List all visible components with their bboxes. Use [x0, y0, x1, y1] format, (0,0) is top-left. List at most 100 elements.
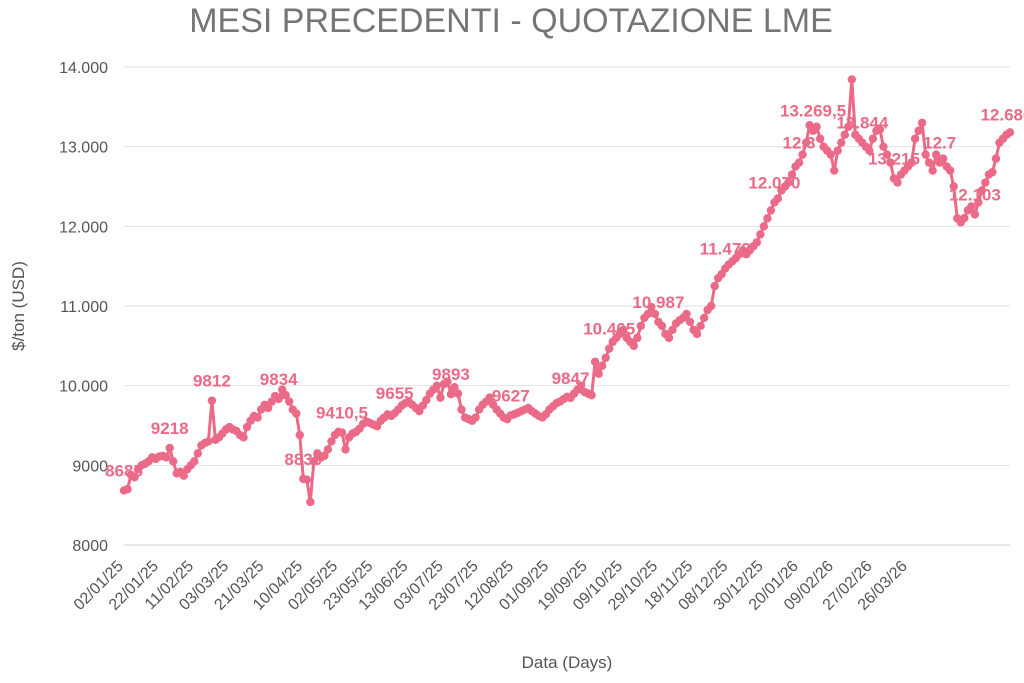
data-point[interactable] [787, 170, 797, 179]
data-point[interactable] [692, 329, 702, 339]
data-point[interactable] [847, 75, 856, 84]
data-point[interactable] [457, 405, 466, 414]
data-point[interactable] [323, 445, 333, 454]
data-point[interactable] [337, 428, 347, 437]
data-point[interactable] [826, 150, 835, 159]
data-point[interactable] [668, 325, 677, 335]
data-point[interactable] [696, 321, 705, 331]
data-point[interactable] [123, 485, 132, 494]
data-point[interactable] [939, 154, 948, 163]
data-point[interactable] [263, 403, 273, 413]
data-point[interactable] [756, 230, 765, 239]
data-point[interactable] [706, 301, 716, 311]
data-point[interactable] [601, 353, 610, 362]
data-point[interactable] [292, 409, 301, 418]
data-point[interactable] [179, 471, 188, 480]
data-point[interactable] [893, 178, 902, 187]
data-point[interactable] [766, 206, 776, 215]
data-point[interactable] [453, 389, 463, 398]
data-point[interactable] [812, 122, 821, 131]
data-point[interactable] [320, 451, 329, 460]
data-point[interactable] [576, 381, 586, 390]
data-point[interactable] [798, 150, 807, 159]
data-point[interactable] [604, 344, 614, 353]
data-point[interactable] [837, 138, 846, 147]
data-point[interactable] [647, 302, 656, 312]
data-point[interactable] [432, 381, 442, 390]
data-point[interactable] [773, 194, 783, 203]
data-point[interactable] [865, 146, 874, 155]
data-point[interactable] [844, 122, 853, 131]
data-point[interactable] [242, 422, 252, 432]
data-point[interactable] [274, 394, 283, 404]
data-point[interactable] [910, 134, 920, 143]
data-point[interactable] [830, 166, 839, 175]
data-point[interactable] [931, 150, 941, 159]
data-point[interactable] [991, 154, 1001, 163]
data-point[interactable] [285, 397, 294, 406]
data-point[interactable] [130, 473, 139, 482]
data-point[interactable] [921, 150, 930, 159]
data-point[interactable] [981, 178, 990, 187]
data-point[interactable] [699, 313, 709, 323]
data-point[interactable] [161, 453, 171, 462]
data-point[interactable] [1005, 128, 1015, 137]
data-point[interactable] [907, 158, 916, 167]
data-point[interactable] [868, 134, 878, 143]
data-point[interactable] [422, 395, 431, 405]
data-point[interactable] [594, 369, 603, 378]
data-point[interactable] [650, 309, 660, 319]
data-point[interactable] [207, 396, 217, 405]
data-point[interactable] [190, 457, 199, 466]
data-point[interactable] [443, 377, 452, 386]
data-point[interactable] [977, 186, 987, 195]
data-point[interactable] [446, 389, 456, 399]
data-point[interactable] [840, 130, 849, 139]
data-point[interactable] [974, 198, 983, 207]
data-point[interactable] [879, 142, 888, 151]
data-point[interactable] [784, 178, 793, 187]
data-point[interactable] [169, 457, 178, 466]
data-point[interactable] [882, 150, 892, 159]
data-point[interactable] [643, 309, 653, 319]
data-point[interactable] [886, 158, 895, 167]
data-point[interactable] [253, 413, 262, 422]
data-point[interactable] [970, 210, 980, 219]
data-point[interactable] [928, 166, 937, 175]
data-point[interactable] [193, 449, 203, 458]
data-point[interactable] [587, 391, 596, 400]
data-point[interactable] [914, 126, 923, 135]
data-point[interactable] [450, 383, 459, 392]
data-point[interactable] [281, 391, 290, 400]
data-point[interactable] [924, 158, 934, 167]
data-point[interactable] [302, 475, 312, 484]
data-point[interactable] [471, 413, 480, 422]
data-point[interactable] [341, 445, 350, 454]
data-point[interactable] [295, 430, 304, 440]
data-point[interactable] [309, 457, 319, 466]
data-point[interactable] [597, 361, 607, 370]
data-point[interactable] [629, 341, 638, 351]
data-point[interactable] [239, 433, 248, 442]
data-point[interactable] [967, 202, 976, 211]
data-point[interactable] [917, 118, 927, 127]
data-point[interactable] [949, 182, 958, 191]
data-point[interactable] [204, 437, 213, 446]
data-point[interactable] [988, 167, 997, 177]
data-point[interactable] [960, 213, 969, 223]
data-point[interactable] [657, 321, 667, 331]
data-point[interactable] [327, 437, 336, 446]
data-point[interactable] [763, 214, 772, 223]
data-point[interactable] [485, 393, 494, 402]
data-point[interactable] [752, 238, 762, 247]
data-point[interactable] [759, 222, 769, 231]
data-point[interactable] [794, 158, 804, 167]
data-point[interactable] [436, 393, 445, 402]
data-point[interactable] [710, 281, 719, 291]
data-point[interactable] [833, 146, 842, 155]
data-point[interactable] [946, 166, 955, 175]
data-point[interactable] [633, 333, 642, 343]
data-point[interactable] [682, 309, 691, 319]
data-point[interactable] [875, 125, 885, 134]
data-point[interactable] [815, 134, 825, 143]
